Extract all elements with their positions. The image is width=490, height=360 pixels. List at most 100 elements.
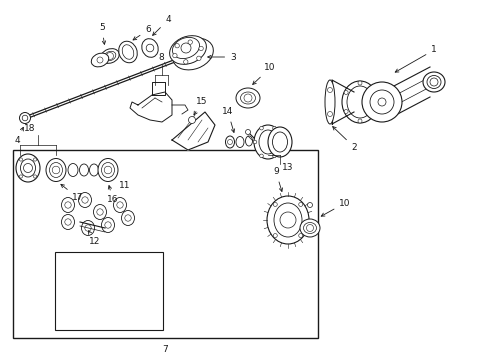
Circle shape (279, 140, 283, 144)
Text: 10: 10 (253, 63, 276, 85)
Circle shape (19, 158, 23, 161)
Ellipse shape (104, 51, 116, 61)
Ellipse shape (172, 37, 199, 59)
Circle shape (245, 130, 250, 135)
Ellipse shape (427, 76, 441, 89)
Ellipse shape (236, 136, 244, 148)
Circle shape (184, 60, 188, 64)
Circle shape (125, 215, 131, 221)
Circle shape (196, 56, 201, 60)
Ellipse shape (236, 88, 260, 108)
Ellipse shape (62, 215, 74, 230)
Ellipse shape (119, 41, 137, 63)
Ellipse shape (347, 86, 373, 118)
Circle shape (299, 234, 303, 238)
Circle shape (273, 154, 276, 158)
Circle shape (82, 197, 88, 203)
Ellipse shape (16, 154, 40, 182)
Circle shape (362, 82, 402, 122)
Ellipse shape (122, 211, 134, 225)
Text: 4: 4 (14, 127, 24, 144)
Circle shape (299, 202, 303, 206)
Ellipse shape (101, 49, 119, 63)
Polygon shape (172, 112, 215, 150)
Circle shape (22, 115, 28, 121)
Circle shape (97, 209, 103, 215)
Ellipse shape (21, 159, 35, 177)
Ellipse shape (267, 196, 309, 244)
Ellipse shape (91, 53, 109, 67)
Ellipse shape (81, 220, 95, 235)
Circle shape (227, 139, 232, 144)
Text: 3: 3 (208, 53, 236, 62)
Ellipse shape (325, 80, 335, 124)
Circle shape (189, 117, 196, 123)
Text: 4: 4 (152, 15, 171, 35)
Ellipse shape (170, 36, 206, 64)
Circle shape (260, 126, 263, 130)
Circle shape (307, 225, 314, 231)
Ellipse shape (423, 72, 445, 92)
Ellipse shape (268, 127, 292, 157)
Circle shape (327, 112, 333, 117)
Ellipse shape (101, 162, 115, 177)
Polygon shape (130, 92, 172, 122)
Circle shape (199, 46, 203, 51)
Ellipse shape (122, 45, 134, 59)
Text: 8: 8 (159, 54, 164, 63)
Circle shape (172, 53, 177, 58)
Ellipse shape (46, 158, 66, 181)
Circle shape (106, 53, 114, 59)
Ellipse shape (241, 92, 255, 104)
Circle shape (260, 154, 263, 158)
Bar (55, 252, 163, 330)
Circle shape (273, 202, 277, 206)
Ellipse shape (142, 39, 158, 57)
Text: 9: 9 (273, 167, 283, 192)
Text: 10: 10 (321, 198, 351, 216)
Ellipse shape (90, 164, 98, 176)
Ellipse shape (114, 198, 126, 212)
Circle shape (188, 40, 193, 44)
Text: 17: 17 (61, 184, 84, 202)
Text: 12: 12 (89, 231, 100, 247)
Ellipse shape (79, 164, 89, 176)
Circle shape (181, 43, 191, 53)
Circle shape (327, 87, 333, 93)
Text: 2: 2 (333, 127, 357, 152)
Ellipse shape (342, 81, 378, 123)
Ellipse shape (62, 198, 74, 212)
Ellipse shape (101, 217, 115, 233)
Ellipse shape (300, 219, 320, 237)
Circle shape (19, 175, 23, 178)
Text: 16: 16 (107, 185, 119, 204)
Circle shape (33, 158, 37, 161)
Circle shape (24, 163, 32, 172)
Circle shape (370, 90, 394, 114)
Circle shape (244, 94, 252, 102)
Circle shape (97, 57, 103, 63)
Ellipse shape (274, 203, 302, 237)
Circle shape (52, 166, 60, 174)
Text: 18: 18 (24, 123, 36, 132)
Circle shape (280, 212, 296, 228)
Ellipse shape (68, 163, 78, 176)
Text: 7: 7 (163, 346, 169, 355)
Ellipse shape (272, 132, 288, 152)
Circle shape (105, 222, 111, 228)
Circle shape (175, 44, 179, 48)
Bar (13, 150, 318, 338)
Circle shape (308, 202, 313, 207)
Circle shape (253, 140, 257, 144)
Text: 6: 6 (133, 26, 151, 40)
Circle shape (372, 90, 376, 94)
Ellipse shape (259, 130, 277, 154)
Circle shape (85, 225, 91, 231)
Ellipse shape (225, 136, 235, 148)
Circle shape (273, 126, 276, 130)
Ellipse shape (172, 38, 213, 70)
Ellipse shape (49, 162, 63, 177)
Circle shape (65, 219, 71, 225)
Circle shape (344, 90, 348, 94)
Circle shape (378, 98, 386, 106)
